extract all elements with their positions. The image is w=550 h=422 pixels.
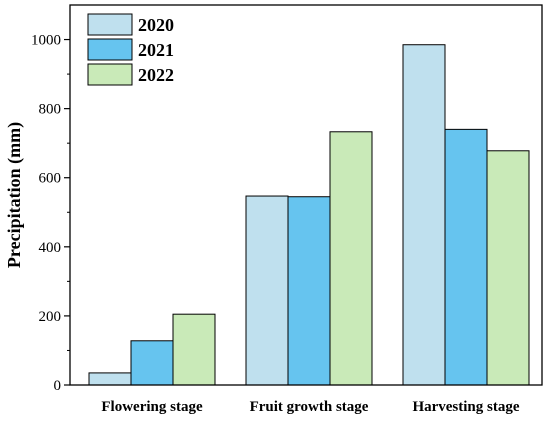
y-tick-label: 600 [39,171,62,187]
legend-label-2021: 2021 [138,40,174,60]
bar-2020-flowering-stage [88,372,132,386]
legend-swatch-2022 [87,63,133,86]
y-tick-label: 400 [39,240,62,256]
bars [88,44,530,386]
legend-label-2020: 2020 [138,15,174,35]
legend: 2020 2021 2022 [87,13,174,86]
y-tick-label: 0 [54,378,62,394]
bar-2020-fruit-growth-stage [245,195,289,386]
y-tick-label: 200 [39,309,62,325]
x-tick-label: Harvesting stage [412,399,519,415]
bar-2020-harvesting-stage [402,44,446,386]
bar-2022-flowering-stage [172,313,216,386]
bar-2021-fruit-growth-stage [287,196,331,386]
plot-frame [69,4,543,386]
bar-2021-flowering-stage [130,340,174,386]
x-axis-labels: Flowering stage Fruit growth stage Harvest… [101,399,519,415]
x-tick-label: Fruit growth stage [250,399,369,415]
y-tick-label: 1000 [31,33,61,49]
bar-2022-fruit-growth-stage [329,131,373,386]
y-axis-ticks: 0 200 400 600 800 1000 [31,33,70,394]
legend-swatch-2020 [87,13,133,36]
bar-2022-harvesting-stage [486,150,530,386]
y-axis-title: Precipitation (mm) [4,122,25,268]
bar-2021-harvesting-stage [444,128,488,386]
x-tick-label: Flowering stage [101,399,203,415]
y-tick-label: 800 [39,102,62,118]
legend-swatch-2021 [87,38,133,61]
legend-label-2022: 2022 [138,65,174,85]
